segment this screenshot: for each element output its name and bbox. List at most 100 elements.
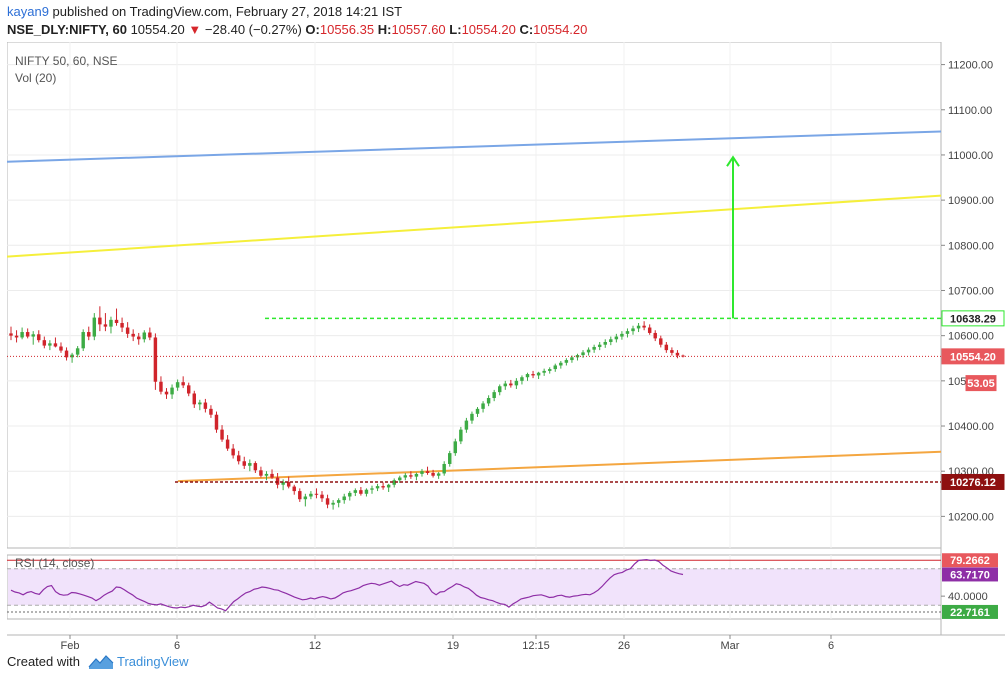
candle-body (286, 482, 291, 487)
created-with-text: Created with (7, 654, 80, 669)
trendline-orange (177, 450, 942, 483)
candle-body (359, 490, 363, 494)
candle-body (609, 339, 613, 342)
chart-area[interactable]: 10200.0010300.0010400.0010500.0010600.00… (6, 41, 1005, 658)
candle-body (98, 317, 102, 325)
candle-body (464, 420, 469, 430)
candle-body (631, 328, 635, 332)
candle-body (320, 494, 324, 499)
candle-body (525, 374, 530, 378)
x-tick-label: 6 (828, 640, 834, 652)
candle-body (186, 385, 191, 394)
rsi-marker (942, 604, 998, 619)
candle-body (553, 365, 557, 370)
tradingview-logo-icon[interactable] (88, 654, 114, 670)
x-tick-label: Feb (61, 640, 80, 652)
candle-body (275, 477, 280, 485)
x-tick-label: 26 (618, 640, 630, 652)
y-tick-label: 11200.00 (948, 60, 993, 72)
candle-body (92, 317, 97, 337)
candle-body (442, 463, 446, 474)
candle-body (381, 486, 385, 488)
trendline-yellow (6, 194, 942, 258)
candle-body (398, 477, 402, 481)
candle-body (659, 338, 663, 345)
target-arrow-head-icon (726, 155, 740, 167)
candle-body (236, 455, 241, 462)
price-marker (941, 348, 1005, 365)
candle-body (42, 340, 47, 346)
candle-body (137, 336, 141, 340)
candle-body (531, 374, 535, 376)
candle-body (303, 496, 308, 500)
candle-body (198, 402, 202, 405)
candle-body (75, 348, 80, 355)
rsi-marker-label: 63.7170 (950, 569, 990, 581)
candle-body (481, 403, 485, 409)
time-axis: Feb 6 12 19 12:15 26 Mar 6 (61, 42, 834, 652)
y-tick-label: 11000.00 (948, 150, 993, 162)
candle-body (309, 493, 313, 497)
candle-body (14, 335, 19, 338)
candle-body (492, 392, 496, 399)
candle-body (625, 331, 630, 334)
candle-body (259, 470, 263, 476)
high-label: H: (377, 22, 392, 37)
candle-body (409, 475, 413, 477)
symbol-line: NSE_DLY:NIFTY, 60 10554.20 ▼ −28.40 (−0.… (7, 22, 587, 37)
close-label: C: (519, 22, 534, 37)
published-text: published on TradingView.com, February 2… (52, 4, 403, 19)
candle-body (425, 471, 430, 474)
candle-body (403, 475, 408, 478)
symbol-label: NSE_DLY:NIFTY, 60 (7, 22, 127, 37)
price-chart-svg[interactable]: 10200.0010300.0010400.0010500.0010600.00… (6, 41, 1005, 658)
candle-body (298, 491, 302, 500)
candle-body (264, 473, 269, 476)
y-tick-label: 10800.00 (948, 240, 994, 252)
low-label: L: (449, 22, 462, 37)
candle-body (292, 486, 296, 492)
price-marker-label: 53.05 (967, 378, 995, 390)
price-marker-label: 10638.29 (950, 313, 996, 325)
rsi-label: RSI (14, close) (15, 556, 94, 570)
x-tick-label: 12 (309, 640, 321, 652)
candle-body (9, 333, 13, 336)
candle-body (459, 429, 463, 442)
y-tick-label: 10200.00 (948, 511, 994, 523)
candle-body (253, 463, 258, 471)
candle-body (353, 490, 358, 493)
rsi-marker-label: 22.7161 (950, 607, 990, 619)
tradingview-brand-link[interactable]: TradingView (117, 654, 189, 669)
candle-body (547, 369, 552, 371)
candles (9, 306, 685, 510)
candle-body (159, 381, 163, 392)
candle-body (653, 332, 657, 339)
rsi-tick-label: 40.0000 (948, 591, 988, 603)
y-tick-label: 11100.00 (948, 105, 992, 117)
candle-body (642, 325, 646, 328)
candle-body (670, 350, 674, 353)
candle-body (614, 336, 619, 340)
candle-body (436, 473, 441, 476)
candle-body (131, 333, 135, 337)
y-tick-label: 10700.00 (948, 285, 994, 297)
candle-body (209, 408, 213, 415)
candle-body (342, 496, 346, 501)
candle-body (314, 493, 319, 495)
price-gridlines: 10200.0010300.0010400.0010500.0010600.00… (7, 60, 994, 523)
candle-body (486, 398, 491, 404)
candle-body (248, 463, 252, 466)
candle-body (153, 337, 158, 382)
candle-body (120, 323, 124, 328)
candle-body (453, 441, 458, 454)
candle-body (70, 354, 74, 358)
candle-body (520, 377, 524, 381)
candle-body (220, 429, 224, 440)
candle-body (87, 332, 91, 337)
candle-body (64, 350, 69, 358)
y-tick-label: 10400.00 (948, 421, 994, 433)
publisher-link[interactable]: kayan9 (7, 4, 49, 19)
candle-body (281, 482, 285, 485)
y-tick-label: 10600.00 (948, 331, 994, 343)
pane-title: NIFTY 50, 60, NSE (15, 54, 118, 68)
